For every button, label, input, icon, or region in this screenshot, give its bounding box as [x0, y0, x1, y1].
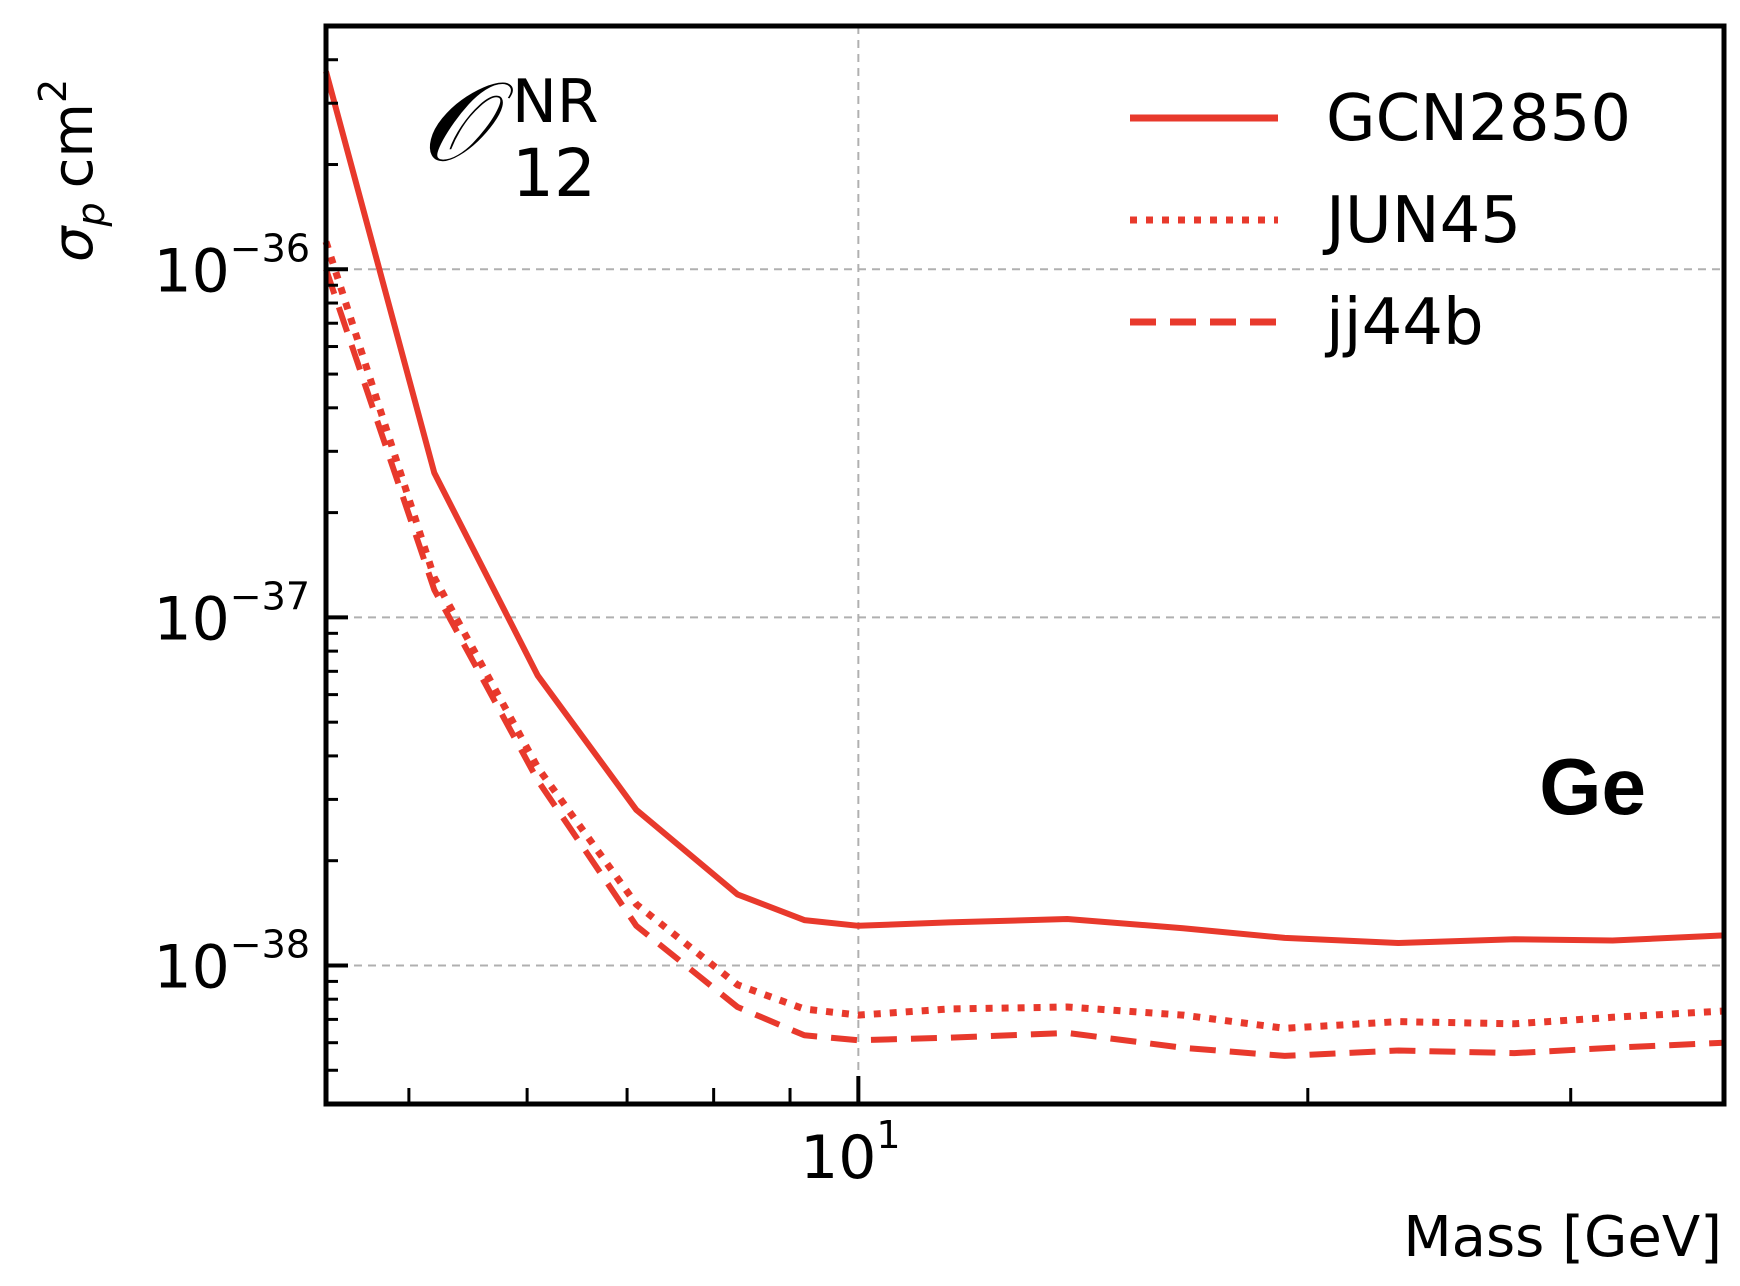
- operator-subscript: 12: [512, 135, 596, 212]
- legend-label-jun45: JUN45: [1322, 184, 1521, 258]
- series-line-gcn2850: [323, 70, 1725, 946]
- y-axis-unit: cm: [41, 103, 106, 188]
- y-axis-sub: p: [69, 202, 113, 227]
- legend: GCN2850 JUN45 jj44b: [1130, 82, 1631, 360]
- svg-text:σpcm2: σp cm2: [31, 79, 113, 262]
- y-axis-sup: 2: [31, 79, 75, 103]
- operator-annotation: 𝒪 NR 12: [420, 58, 599, 212]
- y-axis-sigma: σ: [41, 225, 106, 262]
- legend-label-jj44b: jj44b: [1324, 286, 1484, 360]
- y-axis-label: σp cm2: [31, 79, 113, 262]
- x-axis-label: Mass [GeV]: [1403, 1205, 1722, 1270]
- ticks: 10−36 10−37 10−38 101: [153, 58, 1573, 1193]
- operator-superscript: NR: [512, 67, 599, 137]
- y-tick-label-2: 10−38: [153, 922, 310, 1002]
- y-tick-label-0: 10−36: [153, 226, 310, 306]
- material-label: Ge: [1539, 742, 1646, 831]
- legend-label-gcn2850: GCN2850: [1326, 82, 1631, 156]
- plot-frame: [323, 23, 1727, 1107]
- series-layer: [322, 70, 1725, 1059]
- series-line-jun45: [322, 240, 1725, 1032]
- operator-symbol: 𝒪: [420, 58, 514, 186]
- series-line-jj44b: [323, 268, 1725, 1059]
- y-tick-label-1: 10−37: [153, 574, 310, 654]
- x-tick-label-0: 101: [800, 1113, 901, 1193]
